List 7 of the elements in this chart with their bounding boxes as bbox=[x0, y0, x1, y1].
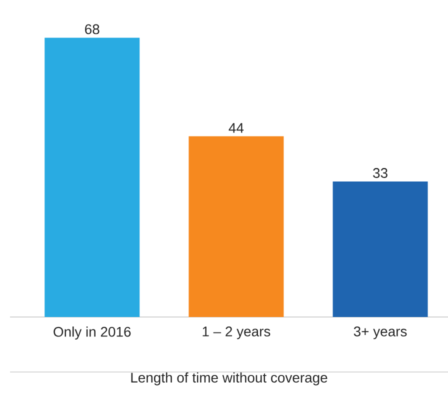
x-axis-title: Length of time without coverage bbox=[131, 372, 328, 386]
data-label: 44 bbox=[228, 123, 244, 133]
x-tick-label: 1 – 2 years bbox=[202, 326, 270, 340]
x-tick-label: Only in 2016 bbox=[54, 326, 131, 340]
data-label: 33 bbox=[373, 168, 388, 178]
x-tick-label: 3+ years bbox=[354, 326, 407, 340]
data-label: 68 bbox=[85, 24, 100, 34]
